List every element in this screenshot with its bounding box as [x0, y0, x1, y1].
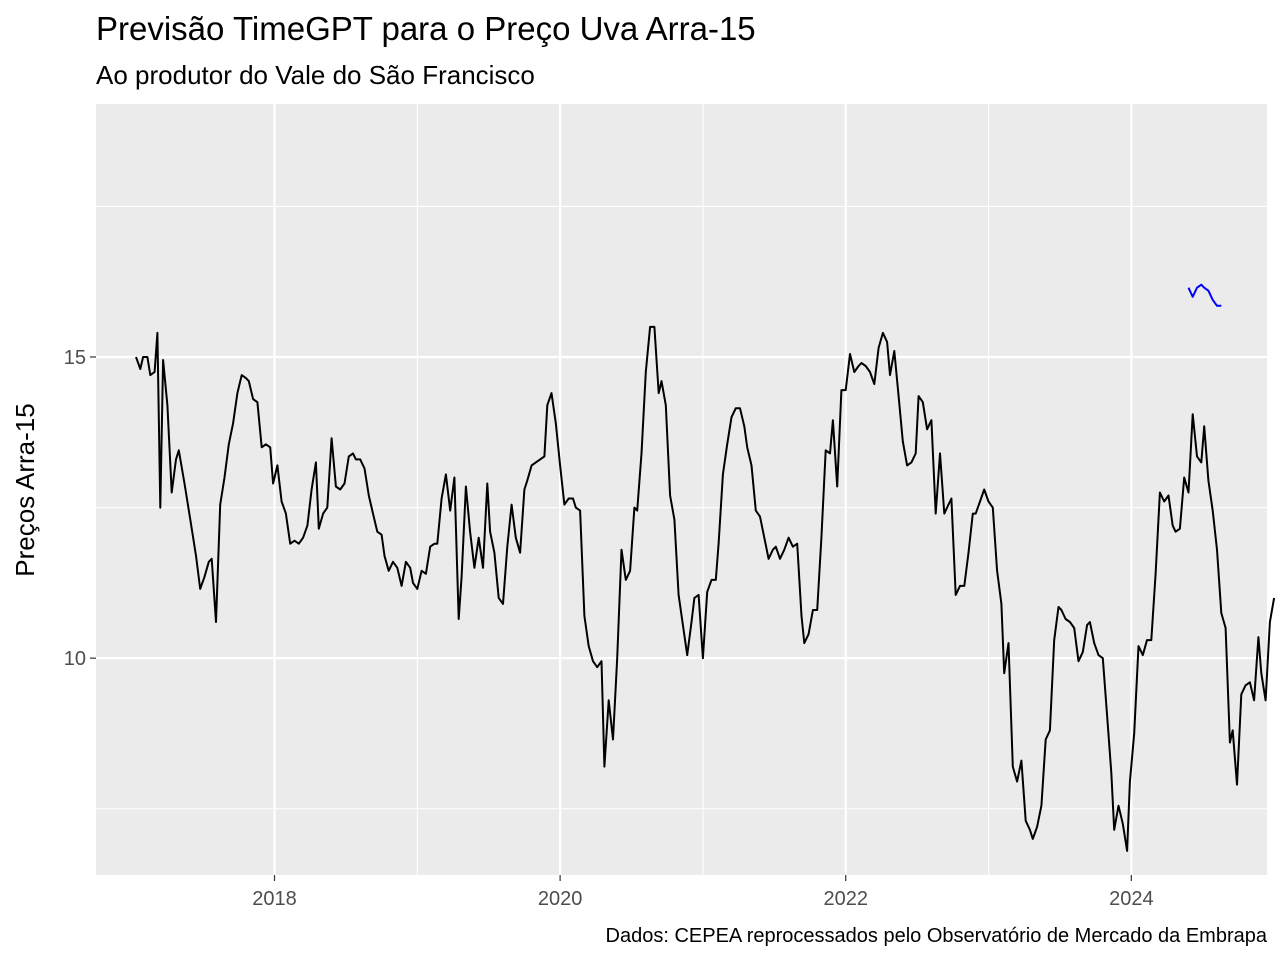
plot-panel: [96, 104, 1267, 875]
x-tick-label: 2018: [252, 888, 297, 910]
x-tick-label: 2024: [1109, 888, 1154, 910]
x-tick-label: 2020: [538, 888, 583, 910]
y-tick-label: 15: [64, 347, 86, 369]
axes: 2018 2020 2022 2024 10 15: [64, 347, 1154, 910]
series-line-2: [1187, 283, 1222, 307]
grid-lines: [96, 104, 1267, 875]
series-layer: [135, 283, 1276, 852]
chart-caption: Dados: CEPEA reprocessados pelo Observat…: [606, 925, 1268, 947]
x-tick-label: 2022: [823, 888, 868, 910]
y-tick-label: 10: [64, 648, 86, 670]
chart-subtitle: Ao produtor do Vale do São Francisco: [96, 60, 535, 90]
series-line-1: [135, 325, 1276, 852]
chart-title: Previsão TimeGPT para o Preço Uva Arra-1…: [96, 10, 756, 47]
y-axis-title: Preços Arra-15: [10, 403, 40, 576]
